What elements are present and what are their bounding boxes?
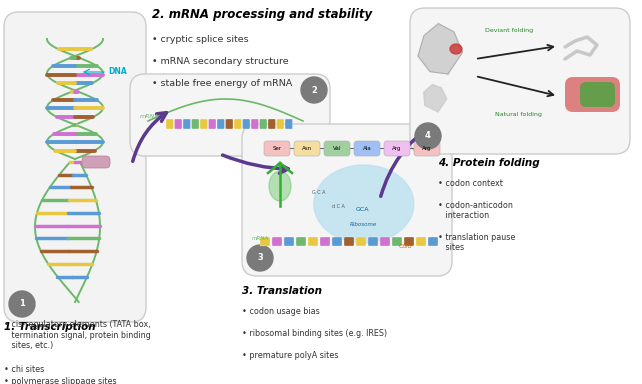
Text: Asn: Asn <box>302 146 312 151</box>
Text: 4. Protein folding: 4. Protein folding <box>438 158 540 168</box>
Text: • mRNA secondary structure: • mRNA secondary structure <box>152 57 289 66</box>
Text: • ribosomal binding sites (e.g. IRES): • ribosomal binding sites (e.g. IRES) <box>242 329 387 338</box>
Ellipse shape <box>269 171 291 201</box>
Text: • codon usage bias: • codon usage bias <box>242 307 320 316</box>
FancyBboxPatch shape <box>384 141 410 156</box>
Text: • cryptic splice sites: • cryptic splice sites <box>152 35 248 44</box>
FancyBboxPatch shape <box>234 119 241 129</box>
FancyBboxPatch shape <box>565 77 620 112</box>
FancyBboxPatch shape <box>428 237 438 246</box>
FancyBboxPatch shape <box>264 141 290 156</box>
FancyBboxPatch shape <box>268 119 275 129</box>
Text: G C A: G C A <box>312 190 325 195</box>
Text: 2. mRNA processing and stability: 2. mRNA processing and stability <box>152 8 372 21</box>
Text: 3. Translation: 3. Translation <box>242 286 322 296</box>
FancyBboxPatch shape <box>4 12 146 322</box>
Text: 2: 2 <box>311 86 317 94</box>
Text: d C A: d C A <box>332 204 345 209</box>
Text: DNA: DNA <box>108 68 126 76</box>
FancyBboxPatch shape <box>242 124 452 276</box>
Text: Val: Val <box>333 146 341 151</box>
Text: 4: 4 <box>425 131 431 141</box>
FancyBboxPatch shape <box>414 141 440 156</box>
FancyBboxPatch shape <box>243 119 250 129</box>
Text: GCA: GCA <box>356 207 369 212</box>
Text: Ala: Ala <box>363 146 371 151</box>
FancyBboxPatch shape <box>294 141 320 156</box>
Text: Deviant folding: Deviant folding <box>485 28 533 33</box>
Text: • stable free energy of mRNA: • stable free energy of mRNA <box>152 79 292 88</box>
Circle shape <box>247 245 273 271</box>
Text: • chi sites: • chi sites <box>4 365 44 374</box>
Ellipse shape <box>450 44 462 54</box>
Text: 1: 1 <box>19 300 25 308</box>
FancyBboxPatch shape <box>354 141 380 156</box>
FancyBboxPatch shape <box>392 237 402 246</box>
FancyBboxPatch shape <box>308 237 318 246</box>
Polygon shape <box>418 23 462 74</box>
FancyBboxPatch shape <box>272 237 282 246</box>
Text: 1. Transcription: 1. Transcription <box>4 322 96 332</box>
FancyBboxPatch shape <box>580 82 615 107</box>
FancyBboxPatch shape <box>225 119 233 129</box>
FancyBboxPatch shape <box>380 237 390 246</box>
FancyBboxPatch shape <box>320 237 330 246</box>
FancyBboxPatch shape <box>82 156 110 168</box>
FancyBboxPatch shape <box>260 237 270 246</box>
FancyBboxPatch shape <box>324 141 350 156</box>
FancyBboxPatch shape <box>368 237 378 246</box>
Text: • premature polyA sites: • premature polyA sites <box>242 351 338 360</box>
FancyBboxPatch shape <box>130 74 330 156</box>
FancyBboxPatch shape <box>200 119 207 129</box>
FancyBboxPatch shape <box>356 237 366 246</box>
Text: Natural folding: Natural folding <box>495 112 542 117</box>
Text: • codon context: • codon context <box>438 179 503 188</box>
FancyBboxPatch shape <box>285 119 293 129</box>
FancyBboxPatch shape <box>410 8 630 154</box>
Text: • codon-anticodon
   interaction: • codon-anticodon interaction <box>438 200 513 220</box>
FancyBboxPatch shape <box>175 119 182 129</box>
Text: Arg: Arg <box>422 146 431 151</box>
Polygon shape <box>424 84 447 112</box>
Text: • polymerase slippage sites: • polymerase slippage sites <box>4 377 117 384</box>
Ellipse shape <box>314 165 414 243</box>
Text: Ser: Ser <box>272 146 282 151</box>
FancyBboxPatch shape <box>284 237 294 246</box>
FancyBboxPatch shape <box>217 119 225 129</box>
FancyBboxPatch shape <box>332 237 342 246</box>
Text: • cis-regulatory elements (TATA box,
   termination signal, protein binding
   s: • cis-regulatory elements (TATA box, ter… <box>4 320 151 350</box>
Circle shape <box>301 77 327 103</box>
Text: 3: 3 <box>257 253 263 263</box>
Text: mRNA: mRNA <box>140 114 159 119</box>
FancyBboxPatch shape <box>191 119 199 129</box>
FancyBboxPatch shape <box>166 119 173 129</box>
Circle shape <box>415 123 441 149</box>
FancyBboxPatch shape <box>209 119 216 129</box>
FancyBboxPatch shape <box>183 119 191 129</box>
Circle shape <box>9 291 35 317</box>
FancyBboxPatch shape <box>416 237 426 246</box>
Text: • translation pause
   sites: • translation pause sites <box>438 233 516 252</box>
FancyBboxPatch shape <box>251 119 259 129</box>
Text: Arg: Arg <box>392 146 402 151</box>
FancyBboxPatch shape <box>277 119 284 129</box>
Text: mRNA: mRNA <box>252 237 269 242</box>
FancyBboxPatch shape <box>404 237 414 246</box>
Text: Ribosome: Ribosome <box>350 222 377 227</box>
Text: CGU: CGU <box>399 244 413 249</box>
FancyBboxPatch shape <box>296 237 306 246</box>
FancyBboxPatch shape <box>344 237 354 246</box>
FancyBboxPatch shape <box>259 119 267 129</box>
